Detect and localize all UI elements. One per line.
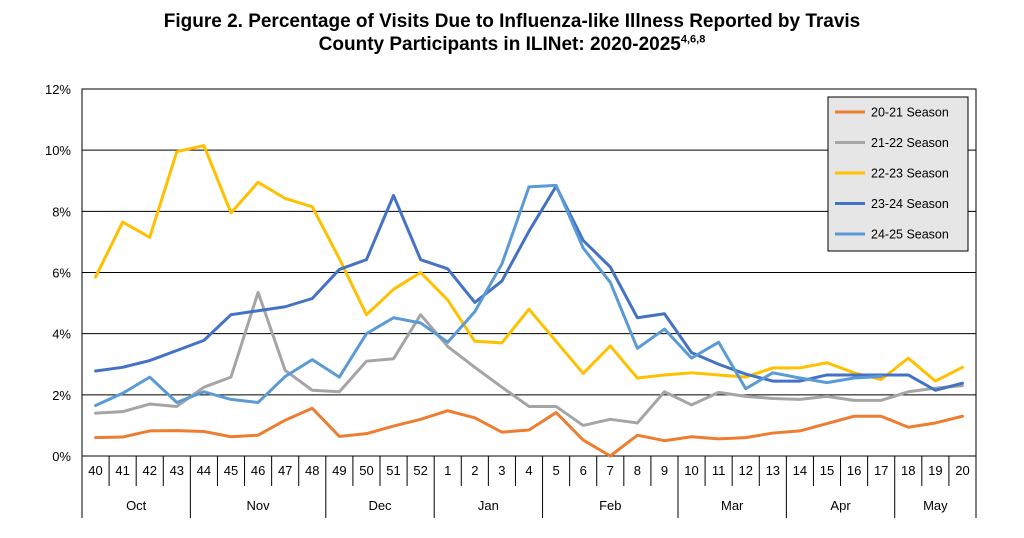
series-line-20-21-season [94, 406, 964, 458]
plot-area-border [81, 88, 977, 457]
x-tick-label-week: 10 [684, 463, 698, 478]
x-tick-label-month: May [923, 498, 948, 513]
series-line-23-24-season [94, 184, 964, 392]
chart-title-superscript: 4,6,8 [680, 33, 706, 46]
x-tick-label-week: 51 [386, 463, 400, 478]
x-tick-label-week: 42 [142, 463, 156, 478]
x-tick-label-month: Nov [247, 498, 271, 513]
y-tick-label: 0% [52, 449, 71, 464]
x-tick-label-week: 52 [413, 463, 427, 478]
legend-label: 21-22 Season [871, 136, 949, 150]
y-tick-label: 8% [52, 204, 71, 219]
series-line-21-22-season [94, 290, 964, 427]
x-tick-label-week: 17 [874, 463, 888, 478]
x-tick-label-week: 12 [738, 463, 752, 478]
legend-label: 23-24 Season [871, 197, 949, 211]
x-tick-label-week: 9 [661, 463, 668, 478]
x-tick-label-month: Mar [721, 498, 744, 513]
x-tick-label-week: 3 [498, 463, 505, 478]
x-tick-label-month: Feb [599, 498, 621, 513]
x-tick-label-week: 8 [634, 463, 641, 478]
x-tick-label-week: 43 [170, 463, 184, 478]
y-tick-label: 2% [52, 388, 71, 403]
x-tick-label-week: 48 [305, 463, 319, 478]
x-tick-label-week: 6 [580, 463, 587, 478]
x-tick-label-week: 13 [766, 463, 780, 478]
x-tick-label-week: 44 [197, 463, 211, 478]
y-tick-label: 10% [45, 143, 71, 158]
x-tick-label-week: 46 [251, 463, 265, 478]
x-tick-label-week: 16 [847, 463, 861, 478]
series-line-22-23-season [94, 144, 964, 383]
x-tick-label-week: 19 [928, 463, 942, 478]
x-tick-label-week: 7 [607, 463, 614, 478]
x-tick-label-week: 1 [444, 463, 451, 478]
x-tick-label-week: 11 [712, 463, 726, 478]
y-tick-label: 6% [52, 266, 71, 281]
x-tick-label-week: 18 [901, 463, 915, 478]
y-tick-label: 4% [52, 327, 71, 342]
y-tick-label: 12% [45, 82, 71, 97]
x-tick-label-week: 15 [820, 463, 834, 478]
legend-label: 20-21 Season [871, 106, 949, 120]
x-tick-label-week: 41 [115, 463, 129, 478]
chart-title-line2-text: County Participants in ILINet: 2020-2025 [318, 34, 681, 55]
legend-label: 22-23 Season [871, 167, 949, 181]
x-tick-label-month: Jan [478, 498, 499, 513]
x-tick-label-week: 5 [552, 463, 559, 478]
x-tick-label-month: Dec [368, 498, 392, 513]
x-tick-label-week: 2 [471, 463, 478, 478]
chart-title: Figure 2. Percentage of Visits Due to In… [0, 10, 1024, 56]
series-line-24-25-season [94, 183, 883, 408]
x-tick-label-week: 4 [525, 463, 532, 478]
x-tick-label-week: 14 [793, 463, 807, 478]
x-tick-label-week: 50 [359, 463, 373, 478]
x-tick-label-week: 49 [332, 463, 346, 478]
x-tick-label-month: Apr [830, 498, 851, 513]
chart-title-line2: County Participants in ILINet: 2020-2025… [0, 33, 1024, 56]
x-tick-label-week: 45 [224, 463, 238, 478]
x-tick-label-week: 40 [88, 463, 102, 478]
x-tick-label-month: Oct [126, 498, 147, 513]
x-tick-label-week: 47 [278, 463, 292, 478]
chart-title-line1: Figure 2. Percentage of Visits Due to In… [163, 11, 861, 32]
legend-label: 24-25 Season [871, 228, 949, 242]
x-tick-label-week: 20 [955, 463, 969, 478]
